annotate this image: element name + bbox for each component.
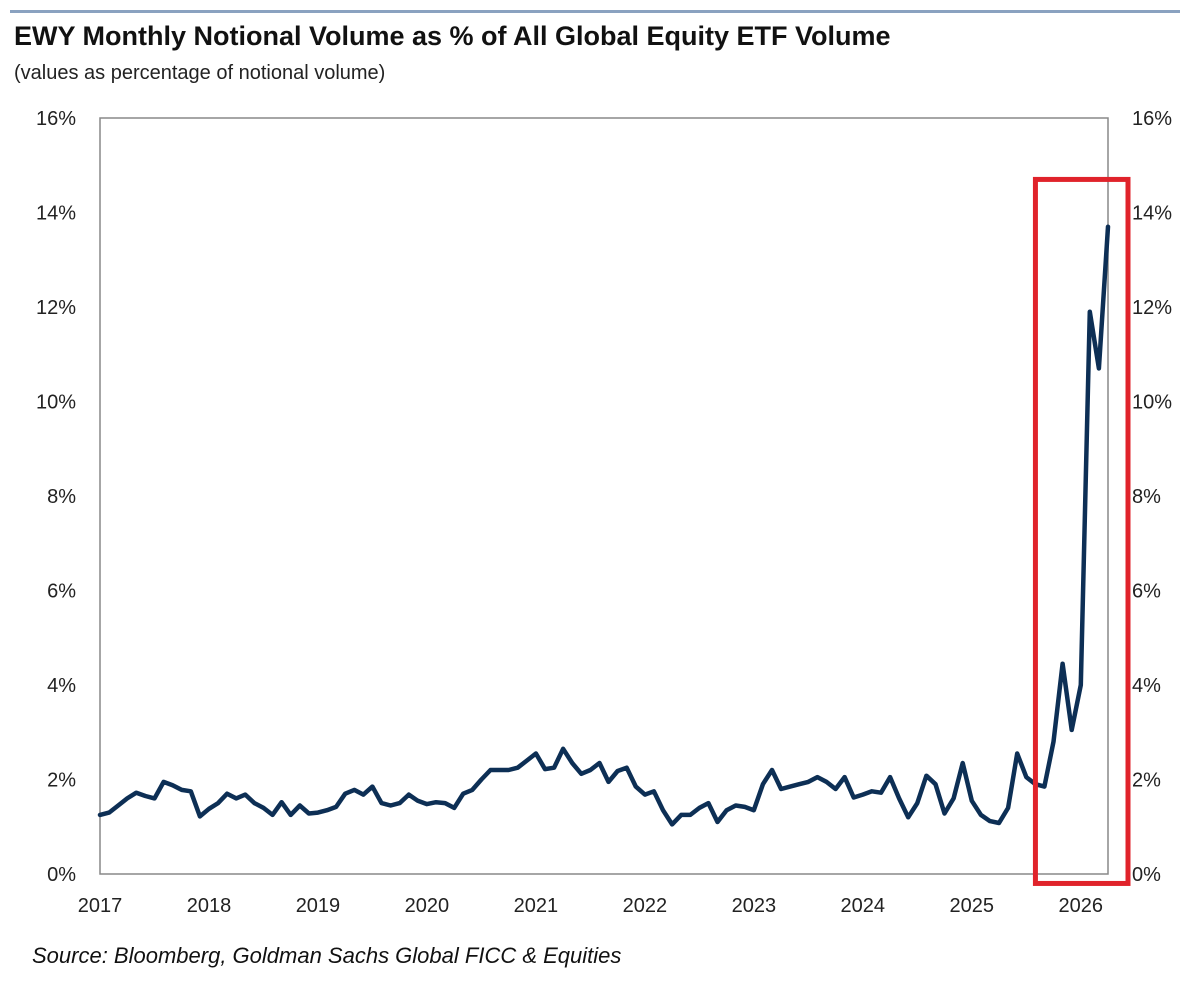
x-tick-label: 2023	[732, 895, 777, 917]
y-tick-label-left: 10%	[36, 392, 76, 414]
x-tick-label: 2025	[950, 895, 995, 917]
left-y-axis: 0% 2% 4% 6% 8% 10% 12% 14% 16%	[36, 108, 76, 886]
y-tick-label-right: 6%	[1132, 581, 1161, 603]
plot-area-frame	[99, 117, 1109, 875]
y-tick-label-left: 14%	[36, 203, 76, 225]
x-tick-label: 2024	[841, 895, 886, 917]
series-line	[97, 224, 1111, 827]
y-tick-label-right: 12%	[1132, 297, 1172, 319]
source-note: Source: Bloomberg, Goldman Sachs Global …	[32, 943, 622, 968]
y-tick-label-right: 14%	[1132, 203, 1172, 225]
y-tick-label-left: 2%	[47, 770, 76, 792]
x-tick-label: 2018	[187, 895, 232, 917]
x-tick-label: 2020	[405, 895, 450, 917]
chart-title: EWY Monthly Notional Volume as % of All …	[14, 21, 891, 51]
y-tick-label-left: 8%	[47, 486, 76, 508]
x-tick-label: 2019	[296, 895, 341, 917]
y-tick-label-right: 4%	[1132, 675, 1161, 697]
y-tick-label-right: 10%	[1132, 392, 1172, 414]
x-axis: 2017 2018 2019 2020 2021 2022 2023 2024 2025 2026	[78, 895, 1103, 917]
x-tick-label: 2017	[78, 895, 123, 917]
y-tick-label-right: 16%	[1132, 108, 1172, 130]
y-tick-label-right: 2%	[1132, 770, 1161, 792]
y-tick-label-left: 12%	[36, 297, 76, 319]
right-y-axis: 0% 2% 4% 6% 8% 10% 12% 14% 16%	[1132, 108, 1172, 886]
y-tick-label-right: 0%	[1132, 864, 1161, 886]
y-tick-label-left: 16%	[36, 108, 76, 130]
top-rule	[10, 10, 1180, 13]
x-tick-label: 2022	[623, 895, 668, 917]
series-layer	[97, 224, 1111, 827]
y-tick-label-right: 8%	[1132, 486, 1161, 508]
x-tick-label: 2026	[1059, 895, 1104, 917]
y-tick-label-left: 6%	[47, 581, 76, 603]
chart-subtitle: (values as percentage of notional volume…	[14, 62, 386, 84]
y-tick-label-left: 4%	[47, 675, 76, 697]
highlight-box	[1032, 176, 1131, 886]
y-tick-label-left: 0%	[47, 864, 76, 886]
x-tick-label: 2021	[514, 895, 559, 917]
